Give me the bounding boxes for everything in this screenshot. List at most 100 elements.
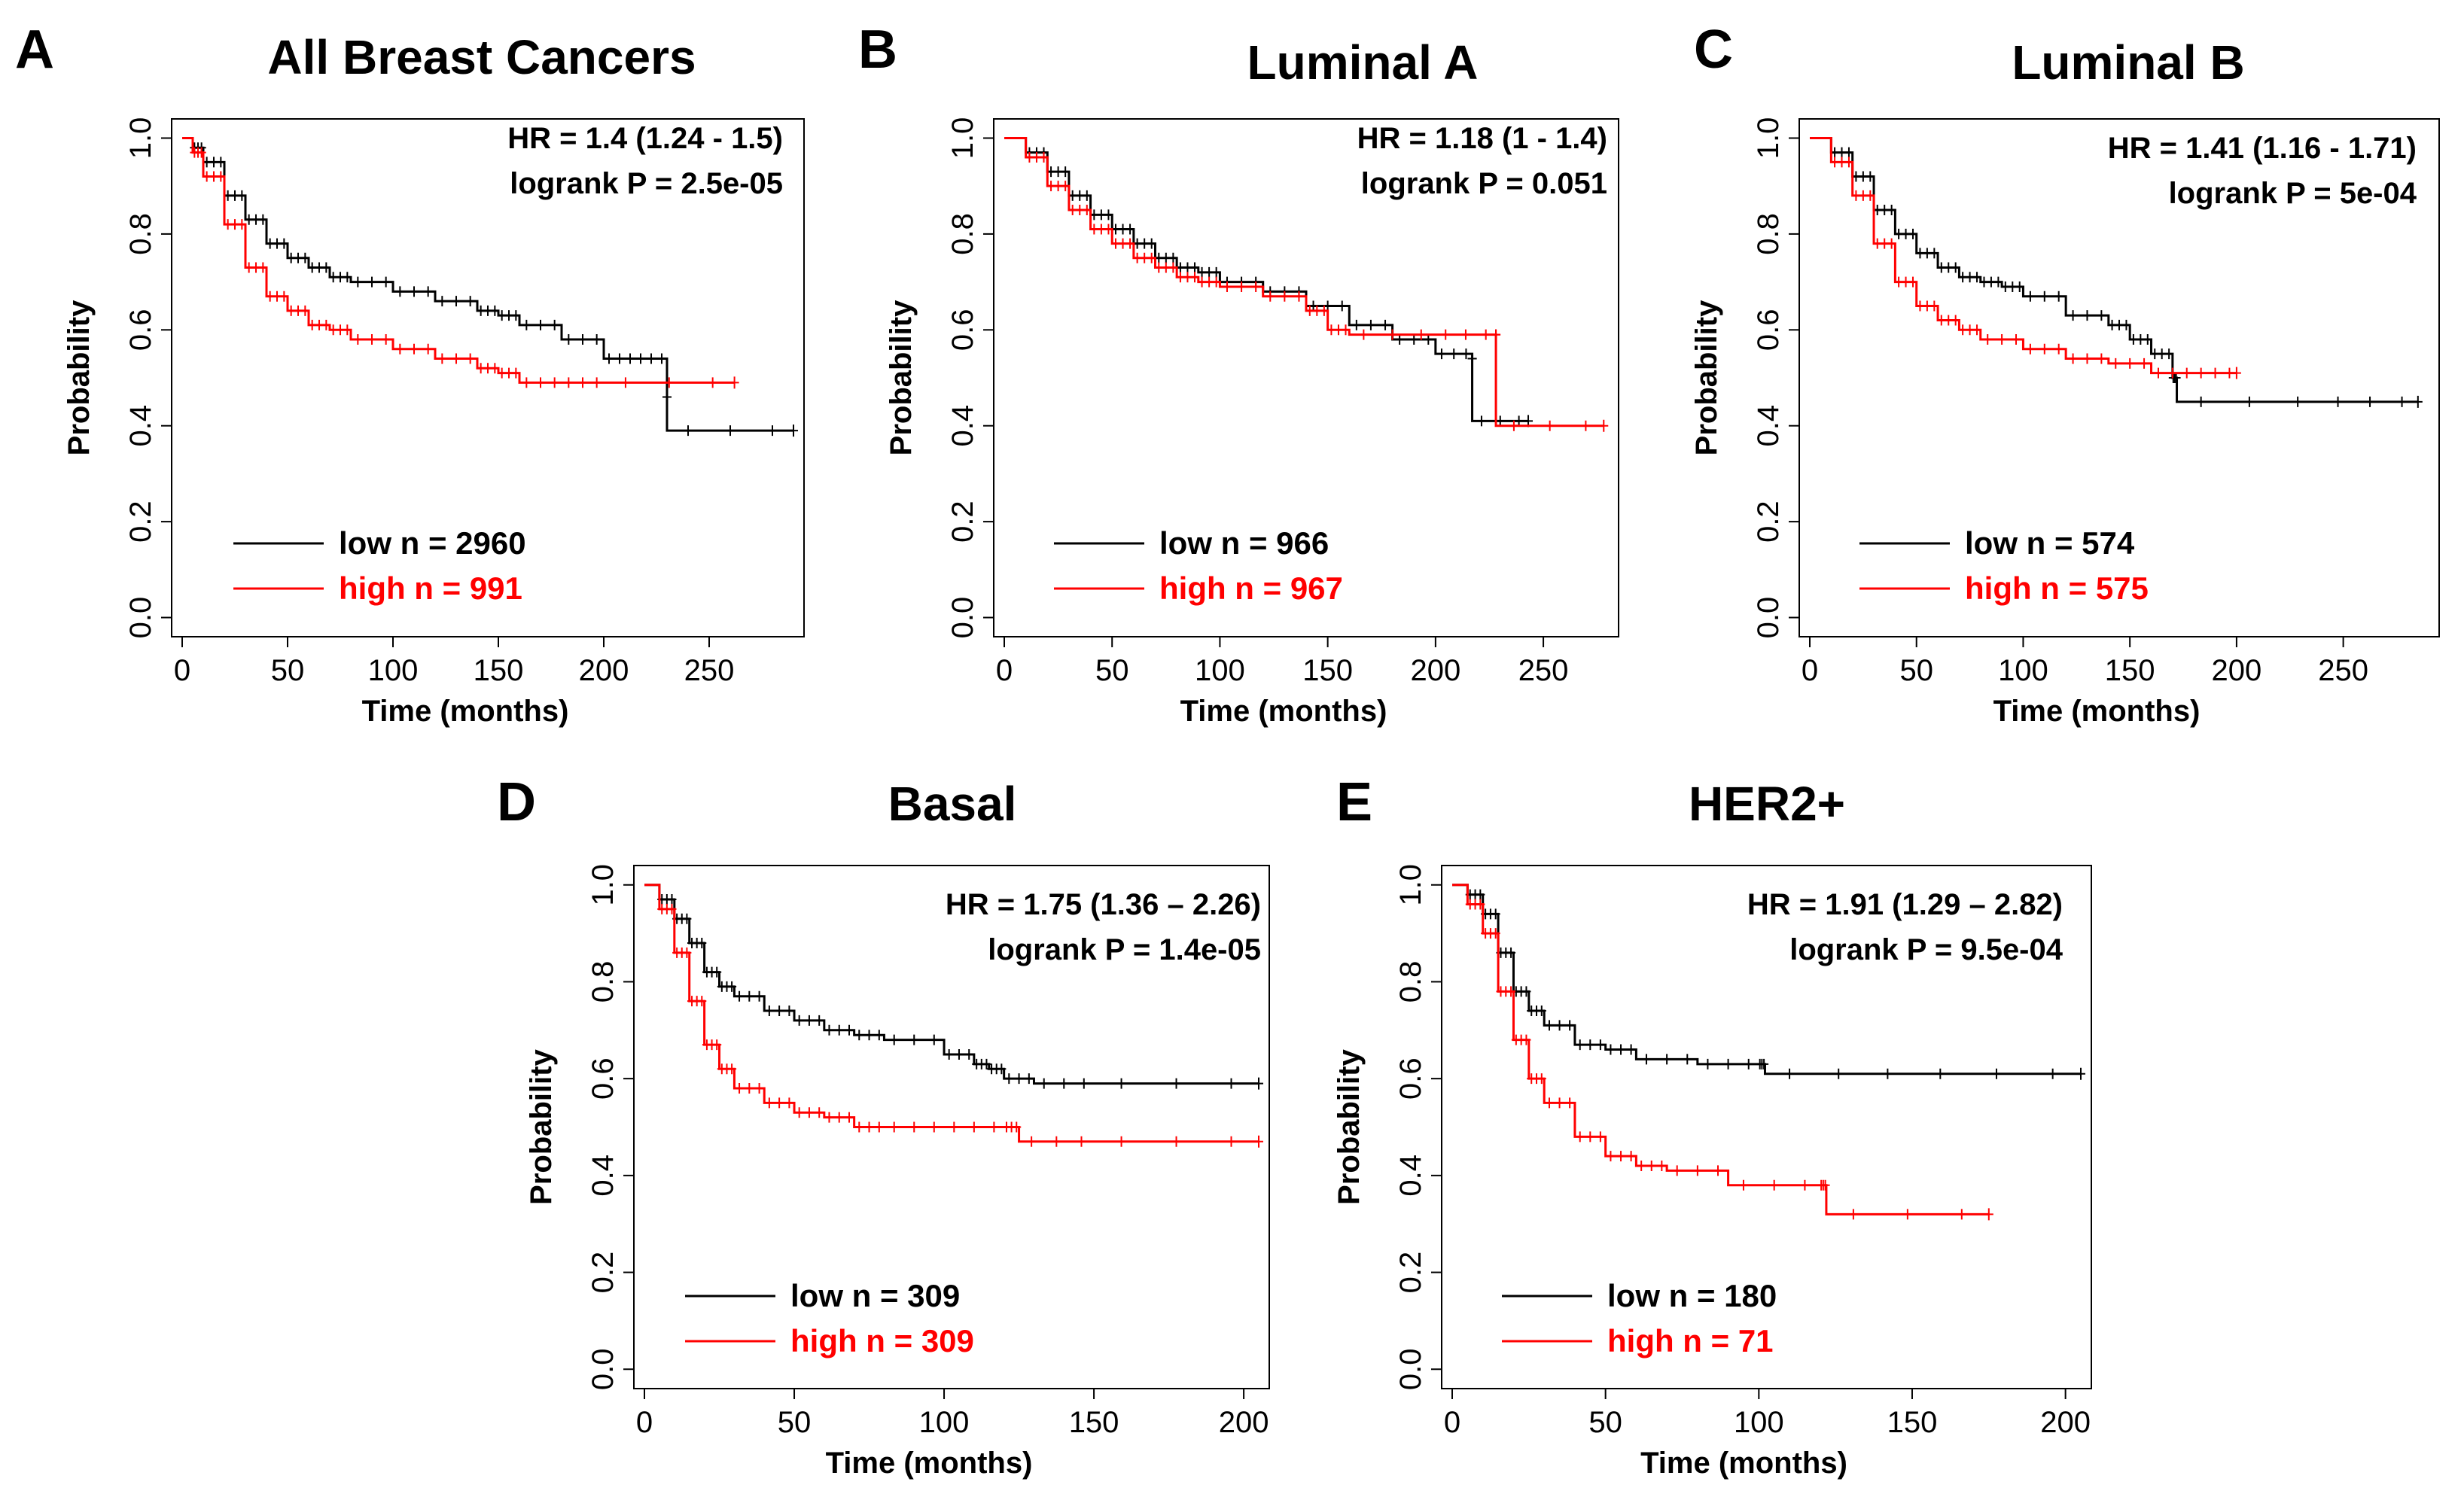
panel-letter: D: [497, 772, 536, 832]
censor-mark-high: [1844, 157, 1853, 168]
censor-mark-low: [1595, 1039, 1605, 1051]
censor-mark-low: [395, 286, 405, 297]
censor-mark-high: [764, 1097, 774, 1109]
y-tick-label: 1.0: [124, 117, 157, 160]
censor-mark-high: [1012, 1121, 1022, 1133]
censor-mark-low: [1626, 1044, 1636, 1055]
censor-mark-high: [1983, 334, 1993, 345]
x-tick-label: 150: [1887, 1406, 1938, 1439]
survival-curve-high: [644, 884, 1259, 1143]
censor-mark-low: [1585, 1039, 1595, 1051]
censor-mark-high: [550, 377, 559, 388]
censor-mark-low: [834, 1024, 844, 1036]
censor-mark-low: [1476, 415, 1486, 427]
censor-mark-high: [1416, 329, 1426, 340]
censor-mark-low: [1436, 348, 1446, 360]
censor-mark-high: [2140, 357, 2149, 369]
y-tick-label: 0.4: [124, 405, 157, 447]
censor-mark-high: [196, 147, 206, 158]
censor-mark-high: [1820, 1179, 1830, 1191]
censor-mark-low: [754, 990, 764, 1002]
logrank-p: logrank P = 0.051: [1361, 167, 1607, 200]
panel-a: A All Breast Cancers 0 50 100 150 200 250 0.0 0.2…: [15, 20, 805, 728]
censor-mark-high: [729, 376, 739, 389]
censor-mark-low: [1887, 205, 1896, 216]
censor-mark-high: [2097, 353, 2106, 364]
censor-mark-low: [789, 424, 798, 437]
x-tick-label: 100: [1734, 1406, 1784, 1439]
censor-mark-high: [1509, 420, 1518, 431]
censor-mark-low: [682, 913, 692, 924]
censor-mark-high: [929, 1121, 939, 1133]
censor-mark-low: [237, 190, 247, 201]
censor-mark-low: [667, 894, 677, 905]
censor-mark-high: [1190, 272, 1200, 283]
censor-mark-low: [1703, 1058, 1713, 1069]
plot-frame: [1799, 118, 2440, 637]
x-tick-label: 200: [2040, 1406, 2091, 1439]
censor-mark-low: [684, 425, 693, 437]
censor-mark-high: [1460, 329, 1470, 340]
panel-title: Luminal A: [1247, 35, 1479, 90]
legend-label-high: high n = 71: [1607, 1323, 1774, 1358]
censor-mark-low: [1171, 1078, 1181, 1089]
censor-mark-low: [964, 1048, 974, 1060]
x-axis-label: Time (months): [1180, 695, 1387, 728]
censor-mark-high: [522, 377, 531, 388]
censor-mark-high: [708, 377, 717, 388]
censor-mark-low: [615, 353, 624, 364]
censor-mark-low: [1104, 209, 1113, 221]
legend-label-low: low n = 574: [1965, 525, 2135, 561]
censor-mark-high: [1800, 1179, 1810, 1191]
censor-mark-low: [522, 319, 531, 330]
panel-title: Basal: [888, 777, 1017, 831]
censor-mark-low: [1424, 334, 1433, 345]
censor-mark-low: [889, 1034, 899, 1045]
censor-mark-low: [1190, 262, 1200, 273]
censor-mark-high: [2025, 343, 2035, 354]
censor-mark-low: [764, 1006, 774, 1017]
censor-mark-low: [2015, 281, 2024, 292]
x-tick-label: 0: [636, 1406, 653, 1439]
censor-mark-high: [1908, 276, 1917, 288]
censor-mark-low: [490, 305, 500, 316]
censor-mark-high: [909, 1121, 919, 1133]
censor-mark-high: [1359, 329, 1369, 340]
censor-mark-high: [1599, 419, 1609, 432]
y-tick-label: 0.4: [586, 1155, 620, 1197]
censor-mark-high: [279, 291, 289, 302]
censor-mark-high: [1626, 1151, 1636, 1162]
x-tick-label: 150: [1302, 654, 1353, 687]
censor-mark-low: [279, 238, 289, 249]
censor-mark-high: [423, 343, 433, 354]
censor-mark-low: [1116, 1078, 1126, 1089]
censor-mark-high: [381, 334, 391, 345]
censor-mark-low: [1079, 1078, 1089, 1089]
censor-mark-low: [775, 1006, 784, 1017]
censor-mark-low: [1844, 147, 1853, 158]
censor-mark-low: [1616, 1044, 1626, 1055]
legend-label-high: high n = 967: [1159, 570, 1343, 606]
censor-mark-high: [1211, 276, 1221, 288]
censor-mark-low: [300, 252, 310, 263]
censor-mark-high: [1738, 1179, 1748, 1191]
censor-mark-high: [735, 1083, 745, 1094]
censor-mark-high: [300, 305, 310, 316]
plot-frame: [171, 118, 805, 637]
censor-mark-high: [2153, 367, 2163, 379]
censor-mark-low: [2293, 396, 2303, 407]
x-tick-label: 0: [996, 654, 1013, 687]
y-tick-label: 1.0: [946, 117, 979, 160]
censor-mark-low: [1972, 272, 1982, 283]
censor-mark-high: [1039, 151, 1049, 163]
survival-curve-high: [1810, 136, 2237, 375]
censor-mark-low: [536, 319, 545, 330]
censor-mark-low: [1061, 166, 1071, 178]
censor-mark-low: [697, 937, 707, 948]
y-axis-label: Probability: [1690, 300, 1723, 455]
hazard-ratio: HR = 1.18 (1 - 1.4): [1357, 122, 1607, 155]
censor-mark-low: [657, 353, 666, 364]
y-tick-label: 0.0: [124, 597, 157, 639]
censor-mark-high: [1585, 1131, 1595, 1142]
censor-mark-low: [1991, 1068, 2001, 1079]
